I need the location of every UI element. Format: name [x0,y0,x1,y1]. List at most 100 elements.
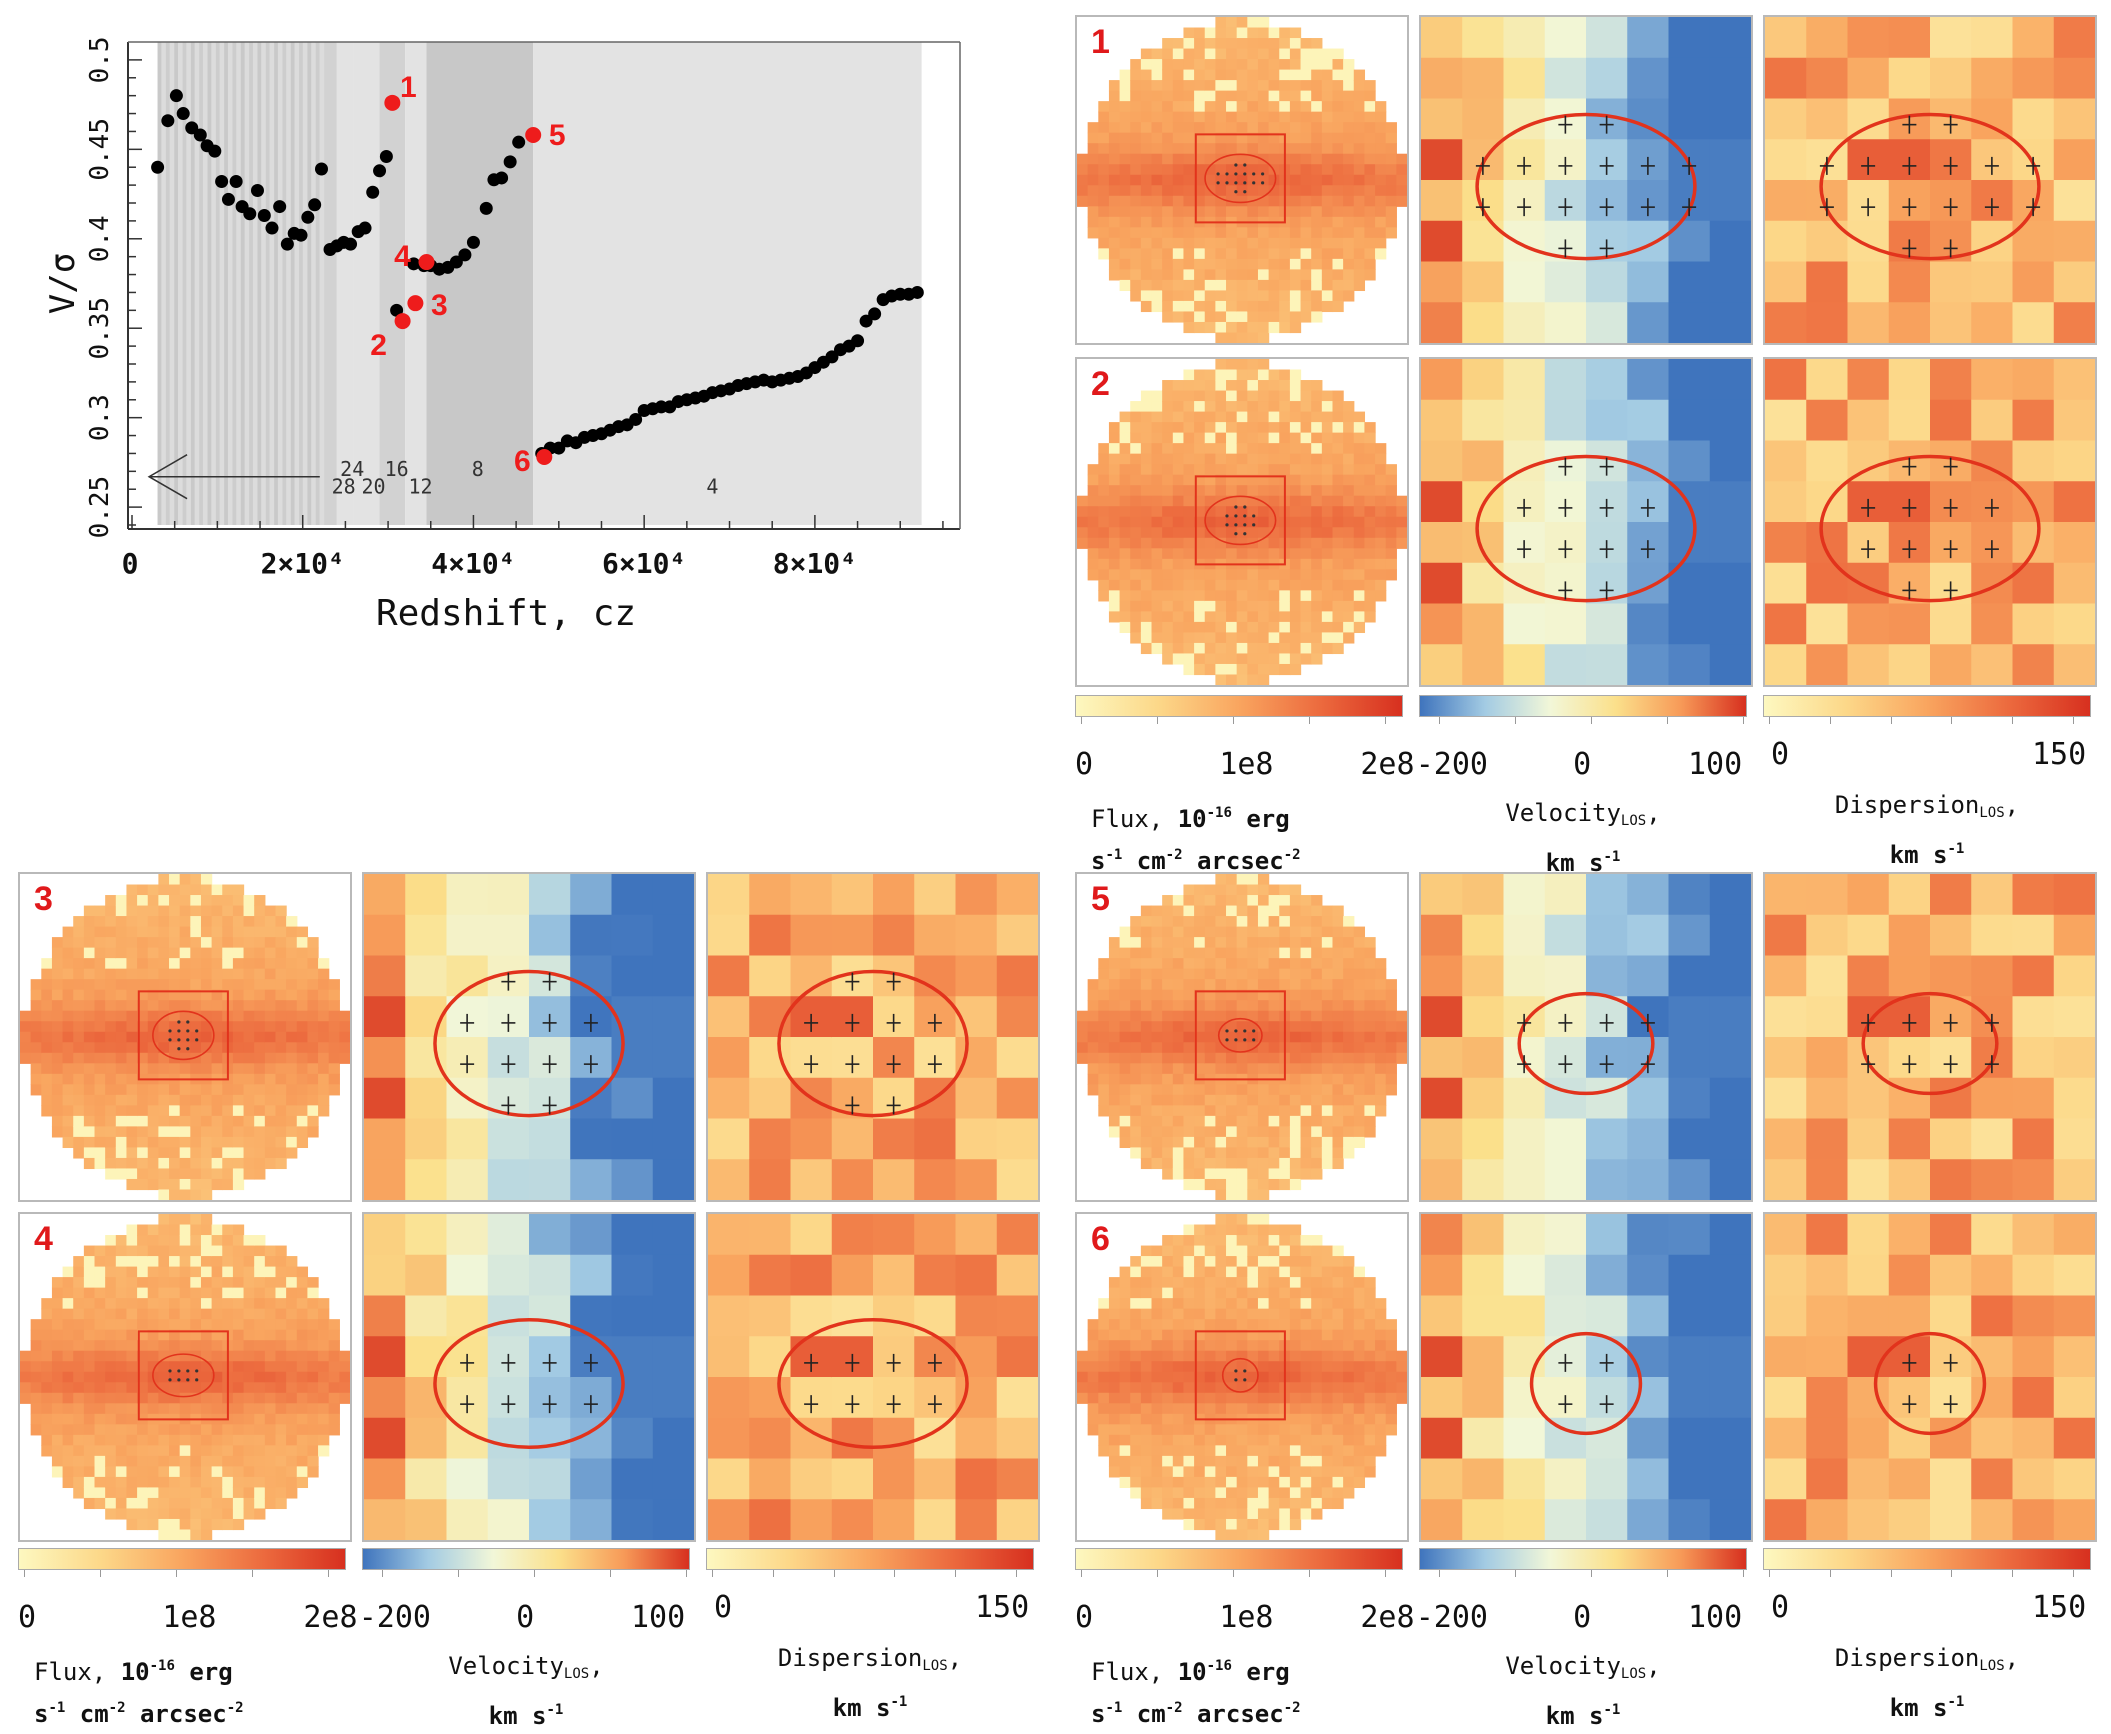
flux-pixel [1290,227,1301,238]
flux-pixel [1088,1403,1099,1414]
dispersion-pixel [1889,1078,1931,1119]
flux-pixel [73,1000,84,1011]
flux-pixel [1183,1053,1194,1064]
velocity-pixel [1421,1078,1463,1119]
flux-pixel [126,1382,137,1393]
flux-pixel [1343,916,1354,927]
flux-pixel [1311,80,1322,91]
flux-pixel [233,1372,244,1383]
flux-pixel [1226,80,1237,91]
flux-pixel [1215,601,1226,612]
flux-pixel [265,990,276,1001]
flux-pixel [1354,1095,1365,1106]
flux-pixel [1183,80,1194,91]
dispersion-pixel [791,1255,833,1296]
flux-pixel [1354,154,1365,165]
flux-pixel [1162,101,1173,112]
flux-pixel [1279,1105,1290,1116]
flux-pixel [1322,401,1333,412]
dispersion-pixel [1930,604,1972,645]
flux-pixel [158,1137,169,1148]
dispersion-pixel [708,996,750,1037]
flux-pixel [254,990,265,1001]
velocity-pixel [653,1459,694,1500]
flux-pixel [1152,506,1163,517]
flux-pixel [31,1053,42,1064]
flux-pixel [254,958,265,969]
flux-pixel [244,1158,255,1169]
spaxel-marker [1225,514,1228,517]
flux-pixel [1152,611,1163,622]
flux-pixel [1301,38,1312,49]
flux-pixel [1279,1179,1290,1190]
flux-pixel [63,1424,74,1435]
flux-pixel [1396,196,1407,207]
flux-pixel [1173,1319,1184,1330]
flux-pixel [1311,422,1322,433]
flux-pixel [105,1508,116,1519]
flux-pixel [265,1487,276,1498]
flux-pixel [1162,569,1173,580]
flux-pixel [1386,527,1397,538]
dispersion-pixel [832,1159,874,1200]
flux-pixel [63,1032,74,1043]
band-12 [405,42,426,525]
flux-pixel [1226,885,1237,896]
flux-pixel [275,906,286,917]
flux-pixel [148,1147,159,1158]
flux-pixel [1120,1435,1131,1446]
flux-pixel [126,990,137,1001]
dispersion-pixel [1765,1119,1807,1160]
flux-pixel [95,1011,106,1022]
velocity-pixel [1421,99,1463,140]
flux-pixel [275,1477,286,1488]
flux-pixel [1343,70,1354,81]
dispersion-pixel [956,956,998,997]
flux-pixel [1311,175,1322,186]
flux-pixel [41,1330,52,1341]
flux-pixel [126,1168,137,1179]
flux-pixel [1279,885,1290,896]
flux-pixel [1322,538,1333,549]
flux-pixel [1088,1414,1099,1425]
velocity-pixel [1421,262,1463,303]
flux-pixel [1279,401,1290,412]
flux-pixel [297,1351,308,1362]
data-point [273,200,286,213]
flux-pixel [1343,412,1354,423]
flux-pixel [286,1435,297,1446]
velocity-pixel [1545,359,1587,400]
flux-pixel [1162,454,1173,465]
flux-pixel [1301,559,1312,570]
flux-pixel [137,1235,148,1246]
flux-pixel [1332,958,1343,969]
flux-pixel [1088,227,1099,238]
flux-pixel [1343,164,1354,175]
velocity-pixel [447,1214,489,1255]
flux-pixel [1088,1000,1099,1011]
dispersion-pixel [2054,563,2095,604]
flux-pixel [1226,227,1237,238]
flux-pixel [212,1277,223,1288]
flux-pixel [1301,1053,1312,1064]
flux-pixel [1152,49,1163,60]
flux-pixel [1386,538,1397,549]
data-point [215,175,228,188]
flux-pixel [148,1477,159,1488]
flux-pixel [318,1319,329,1330]
flux-pixel [1162,538,1173,549]
flux-pixel [1322,548,1333,559]
flux-pixel [244,1393,255,1404]
flux-pixel [1120,569,1131,580]
flux-pixel [1354,175,1365,186]
flux-pixel [1311,559,1322,570]
flux-map-image [1077,359,1407,685]
flux-pixel [1173,601,1184,612]
flux-pixel [233,1403,244,1414]
flux-pixel [1088,1042,1099,1053]
flux-pixel [1215,59,1226,70]
flux-pixel [212,1179,223,1190]
flux-pixel [63,1053,74,1064]
flux-pixel [1258,112,1269,123]
flux-pixel [1332,59,1343,70]
